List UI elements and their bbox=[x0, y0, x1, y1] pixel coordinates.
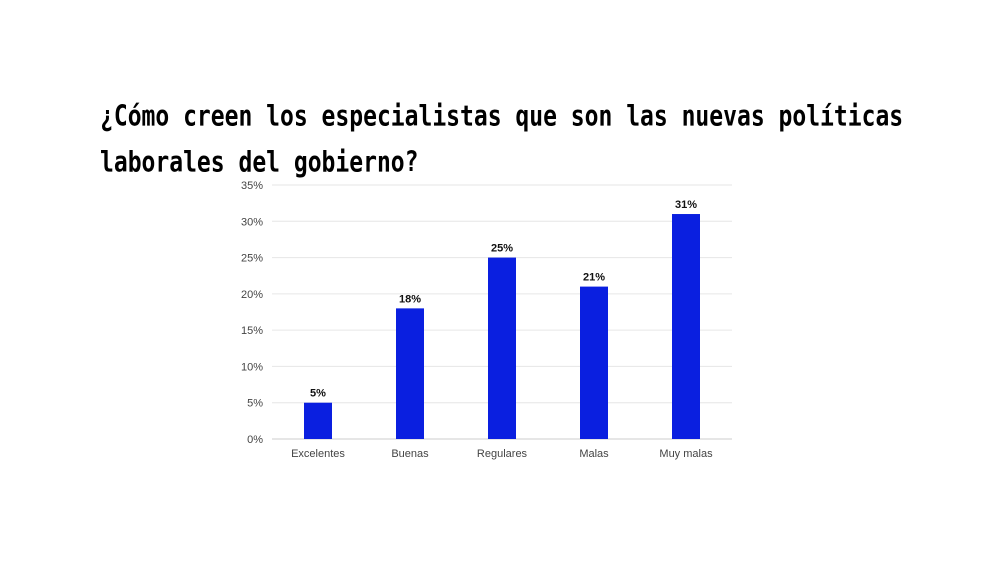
y-tick-label: 25% bbox=[241, 253, 263, 265]
y-tick-label: 10% bbox=[241, 361, 263, 373]
x-tick-label: Regulares bbox=[477, 448, 528, 460]
y-tick-label: 30% bbox=[241, 216, 263, 228]
y-tick-label: 0% bbox=[247, 434, 263, 446]
bar bbox=[396, 308, 424, 439]
data-label: 21% bbox=[583, 272, 605, 284]
bar bbox=[304, 402, 332, 439]
data-label: 5% bbox=[310, 388, 326, 400]
data-label: 31% bbox=[675, 199, 697, 211]
bar bbox=[488, 257, 516, 439]
y-tick-label: 20% bbox=[241, 289, 263, 301]
bar bbox=[672, 214, 700, 439]
x-tick-label: Muy malas bbox=[659, 448, 713, 460]
y-tick-label: 15% bbox=[241, 325, 263, 337]
data-label: 18% bbox=[399, 293, 421, 305]
x-tick-label: Buenas bbox=[391, 448, 429, 460]
data-label: 25% bbox=[491, 243, 513, 255]
y-tick-label: 5% bbox=[247, 398, 263, 410]
y-tick-label: 35% bbox=[241, 180, 263, 192]
x-tick-label: Malas bbox=[579, 448, 609, 460]
bar bbox=[580, 286, 608, 439]
x-tick-label: Excelentes bbox=[291, 448, 345, 460]
chart-title: ¿Cómo creen los especialistas que son la… bbox=[100, 100, 904, 179]
